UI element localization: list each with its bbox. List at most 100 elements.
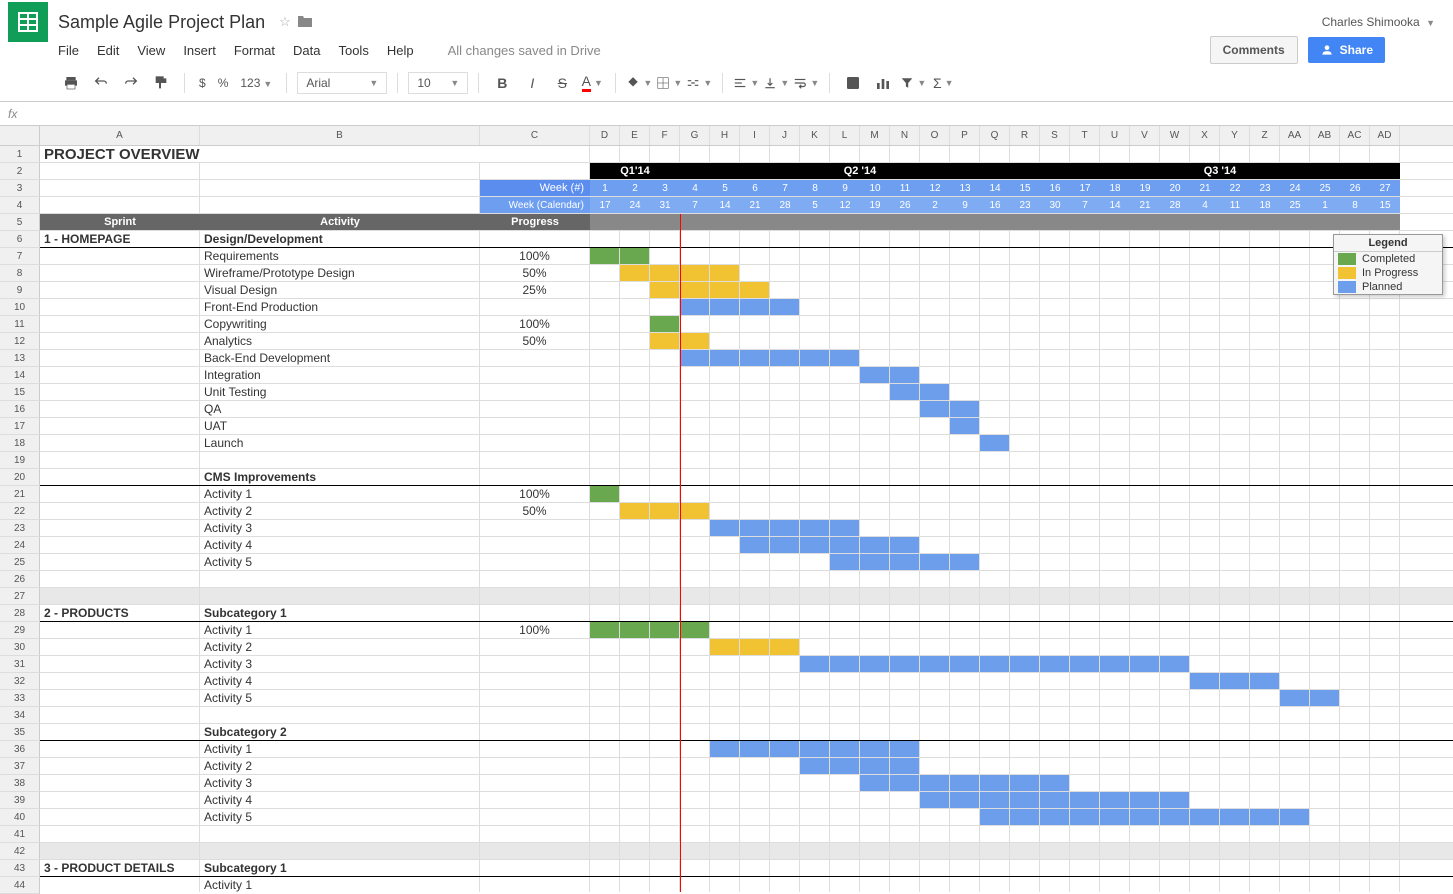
gantt-cell[interactable] <box>620 724 650 740</box>
cell[interactable]: 50% <box>480 333 590 349</box>
gantt-cell[interactable] <box>770 843 800 859</box>
gantt-cell[interactable] <box>1040 724 1070 740</box>
gantt-cell[interactable] <box>1010 860 1040 876</box>
column-header[interactable]: K <box>800 126 830 145</box>
gantt-cell[interactable] <box>860 316 890 332</box>
row-header[interactable]: 41 <box>0 826 40 843</box>
gantt-cell[interactable] <box>980 435 1010 451</box>
gantt-cell[interactable] <box>1280 809 1310 825</box>
gantt-cell[interactable] <box>1280 758 1310 774</box>
cell[interactable]: QA <box>200 401 480 417</box>
gantt-cell[interactable] <box>1280 775 1310 791</box>
gantt-cell[interactable] <box>1130 775 1160 791</box>
redo-icon[interactable] <box>118 70 144 96</box>
gantt-cell[interactable] <box>1280 401 1310 417</box>
gantt-cell[interactable] <box>830 401 860 417</box>
gantt-cell[interactable] <box>710 690 740 706</box>
gantt-cell[interactable] <box>1340 418 1370 434</box>
gantt-cell[interactable] <box>1280 860 1310 876</box>
gantt-cell[interactable] <box>1190 877 1220 892</box>
gantt-cell[interactable] <box>1340 401 1370 417</box>
gantt-cell[interactable] <box>1370 146 1400 162</box>
gantt-cell[interactable] <box>1340 384 1370 400</box>
gantt-cell[interactable] <box>1190 435 1220 451</box>
cell[interactable]: Activity 3 <box>200 775 480 791</box>
gantt-cell[interactable] <box>1370 639 1400 655</box>
gantt-cell[interactable] <box>860 588 890 604</box>
gantt-cell[interactable] <box>920 265 950 281</box>
gantt-cell[interactable] <box>1010 299 1040 315</box>
gantt-cell[interactable] <box>650 350 680 366</box>
cell[interactable] <box>40 401 200 417</box>
menu-file[interactable]: File <box>58 43 79 58</box>
gantt-cell[interactable] <box>620 367 650 383</box>
gantt-cell[interactable] <box>1280 588 1310 604</box>
cell[interactable]: CMS Improvements <box>200 469 480 485</box>
gantt-cell[interactable] <box>1220 860 1250 876</box>
cell[interactable] <box>40 588 200 604</box>
gantt-cell[interactable] <box>1190 809 1220 825</box>
gantt-cell[interactable] <box>980 622 1010 638</box>
cell[interactable] <box>40 673 200 689</box>
gantt-cell[interactable] <box>1070 469 1100 485</box>
merge-icon[interactable]: ▼ <box>686 70 712 96</box>
gantt-cell[interactable] <box>1340 571 1370 587</box>
row-header[interactable]: 13 <box>0 350 40 367</box>
gantt-cell[interactable] <box>860 469 890 485</box>
gantt-cell[interactable] <box>1340 537 1370 553</box>
gantt-cell[interactable] <box>1370 384 1400 400</box>
gantt-cell[interactable] <box>1190 231 1220 247</box>
gantt-cell[interactable] <box>710 520 740 536</box>
gantt-cell[interactable] <box>1370 758 1400 774</box>
row-header[interactable]: 5 <box>0 214 40 231</box>
gantt-cell[interactable] <box>620 554 650 570</box>
gantt-cell[interactable] <box>1040 792 1070 808</box>
gantt-cell[interactable] <box>1340 673 1370 689</box>
gantt-cell[interactable] <box>710 554 740 570</box>
cell[interactable]: Activity 2 <box>200 503 480 519</box>
cell[interactable]: Activity 3 <box>200 656 480 672</box>
gantt-cell[interactable] <box>1070 571 1100 587</box>
link-icon[interactable] <box>840 70 866 96</box>
gantt-cell[interactable] <box>1160 843 1190 859</box>
gantt-cell[interactable] <box>1100 775 1130 791</box>
cell[interactable] <box>480 792 590 808</box>
cell[interactable] <box>40 809 200 825</box>
gantt-cell[interactable] <box>740 707 770 723</box>
gantt-cell[interactable] <box>860 809 890 825</box>
gantt-cell[interactable] <box>800 435 830 451</box>
gantt-cell[interactable] <box>620 826 650 842</box>
gantt-cell[interactable] <box>1190 248 1220 264</box>
gantt-cell[interactable] <box>740 588 770 604</box>
gantt-cell[interactable] <box>1010 622 1040 638</box>
text-color-icon[interactable]: A▼ <box>579 70 605 96</box>
gantt-cell[interactable] <box>950 860 980 876</box>
gantt-cell[interactable] <box>590 486 620 502</box>
row-header[interactable]: 6 <box>0 231 40 248</box>
gantt-cell[interactable] <box>1370 707 1400 723</box>
column-header[interactable]: AD <box>1370 126 1400 145</box>
gantt-cell[interactable] <box>800 605 830 621</box>
gantt-cell[interactable] <box>1220 707 1250 723</box>
gantt-cell[interactable] <box>920 231 950 247</box>
gantt-cell[interactable] <box>1190 418 1220 434</box>
gantt-cell[interactable] <box>650 146 680 162</box>
gantt-cell[interactable] <box>1190 741 1220 757</box>
gantt-cell[interactable] <box>1310 724 1340 740</box>
gantt-cell[interactable] <box>1310 877 1340 892</box>
gantt-cell[interactable] <box>1310 792 1340 808</box>
gantt-cell[interactable] <box>950 673 980 689</box>
gantt-cell[interactable] <box>770 741 800 757</box>
cell[interactable] <box>480 163 590 179</box>
gantt-cell[interactable] <box>920 656 950 672</box>
gantt-cell[interactable] <box>680 486 710 502</box>
gantt-cell[interactable] <box>1130 588 1160 604</box>
gantt-cell[interactable] <box>1190 588 1220 604</box>
gantt-cell[interactable] <box>1130 231 1160 247</box>
gantt-cell[interactable] <box>890 809 920 825</box>
gantt-cell[interactable] <box>1010 809 1040 825</box>
row-header[interactable]: 17 <box>0 418 40 435</box>
cell[interactable] <box>200 826 480 842</box>
gantt-cell[interactable] <box>980 401 1010 417</box>
gantt-cell[interactable] <box>590 418 620 434</box>
